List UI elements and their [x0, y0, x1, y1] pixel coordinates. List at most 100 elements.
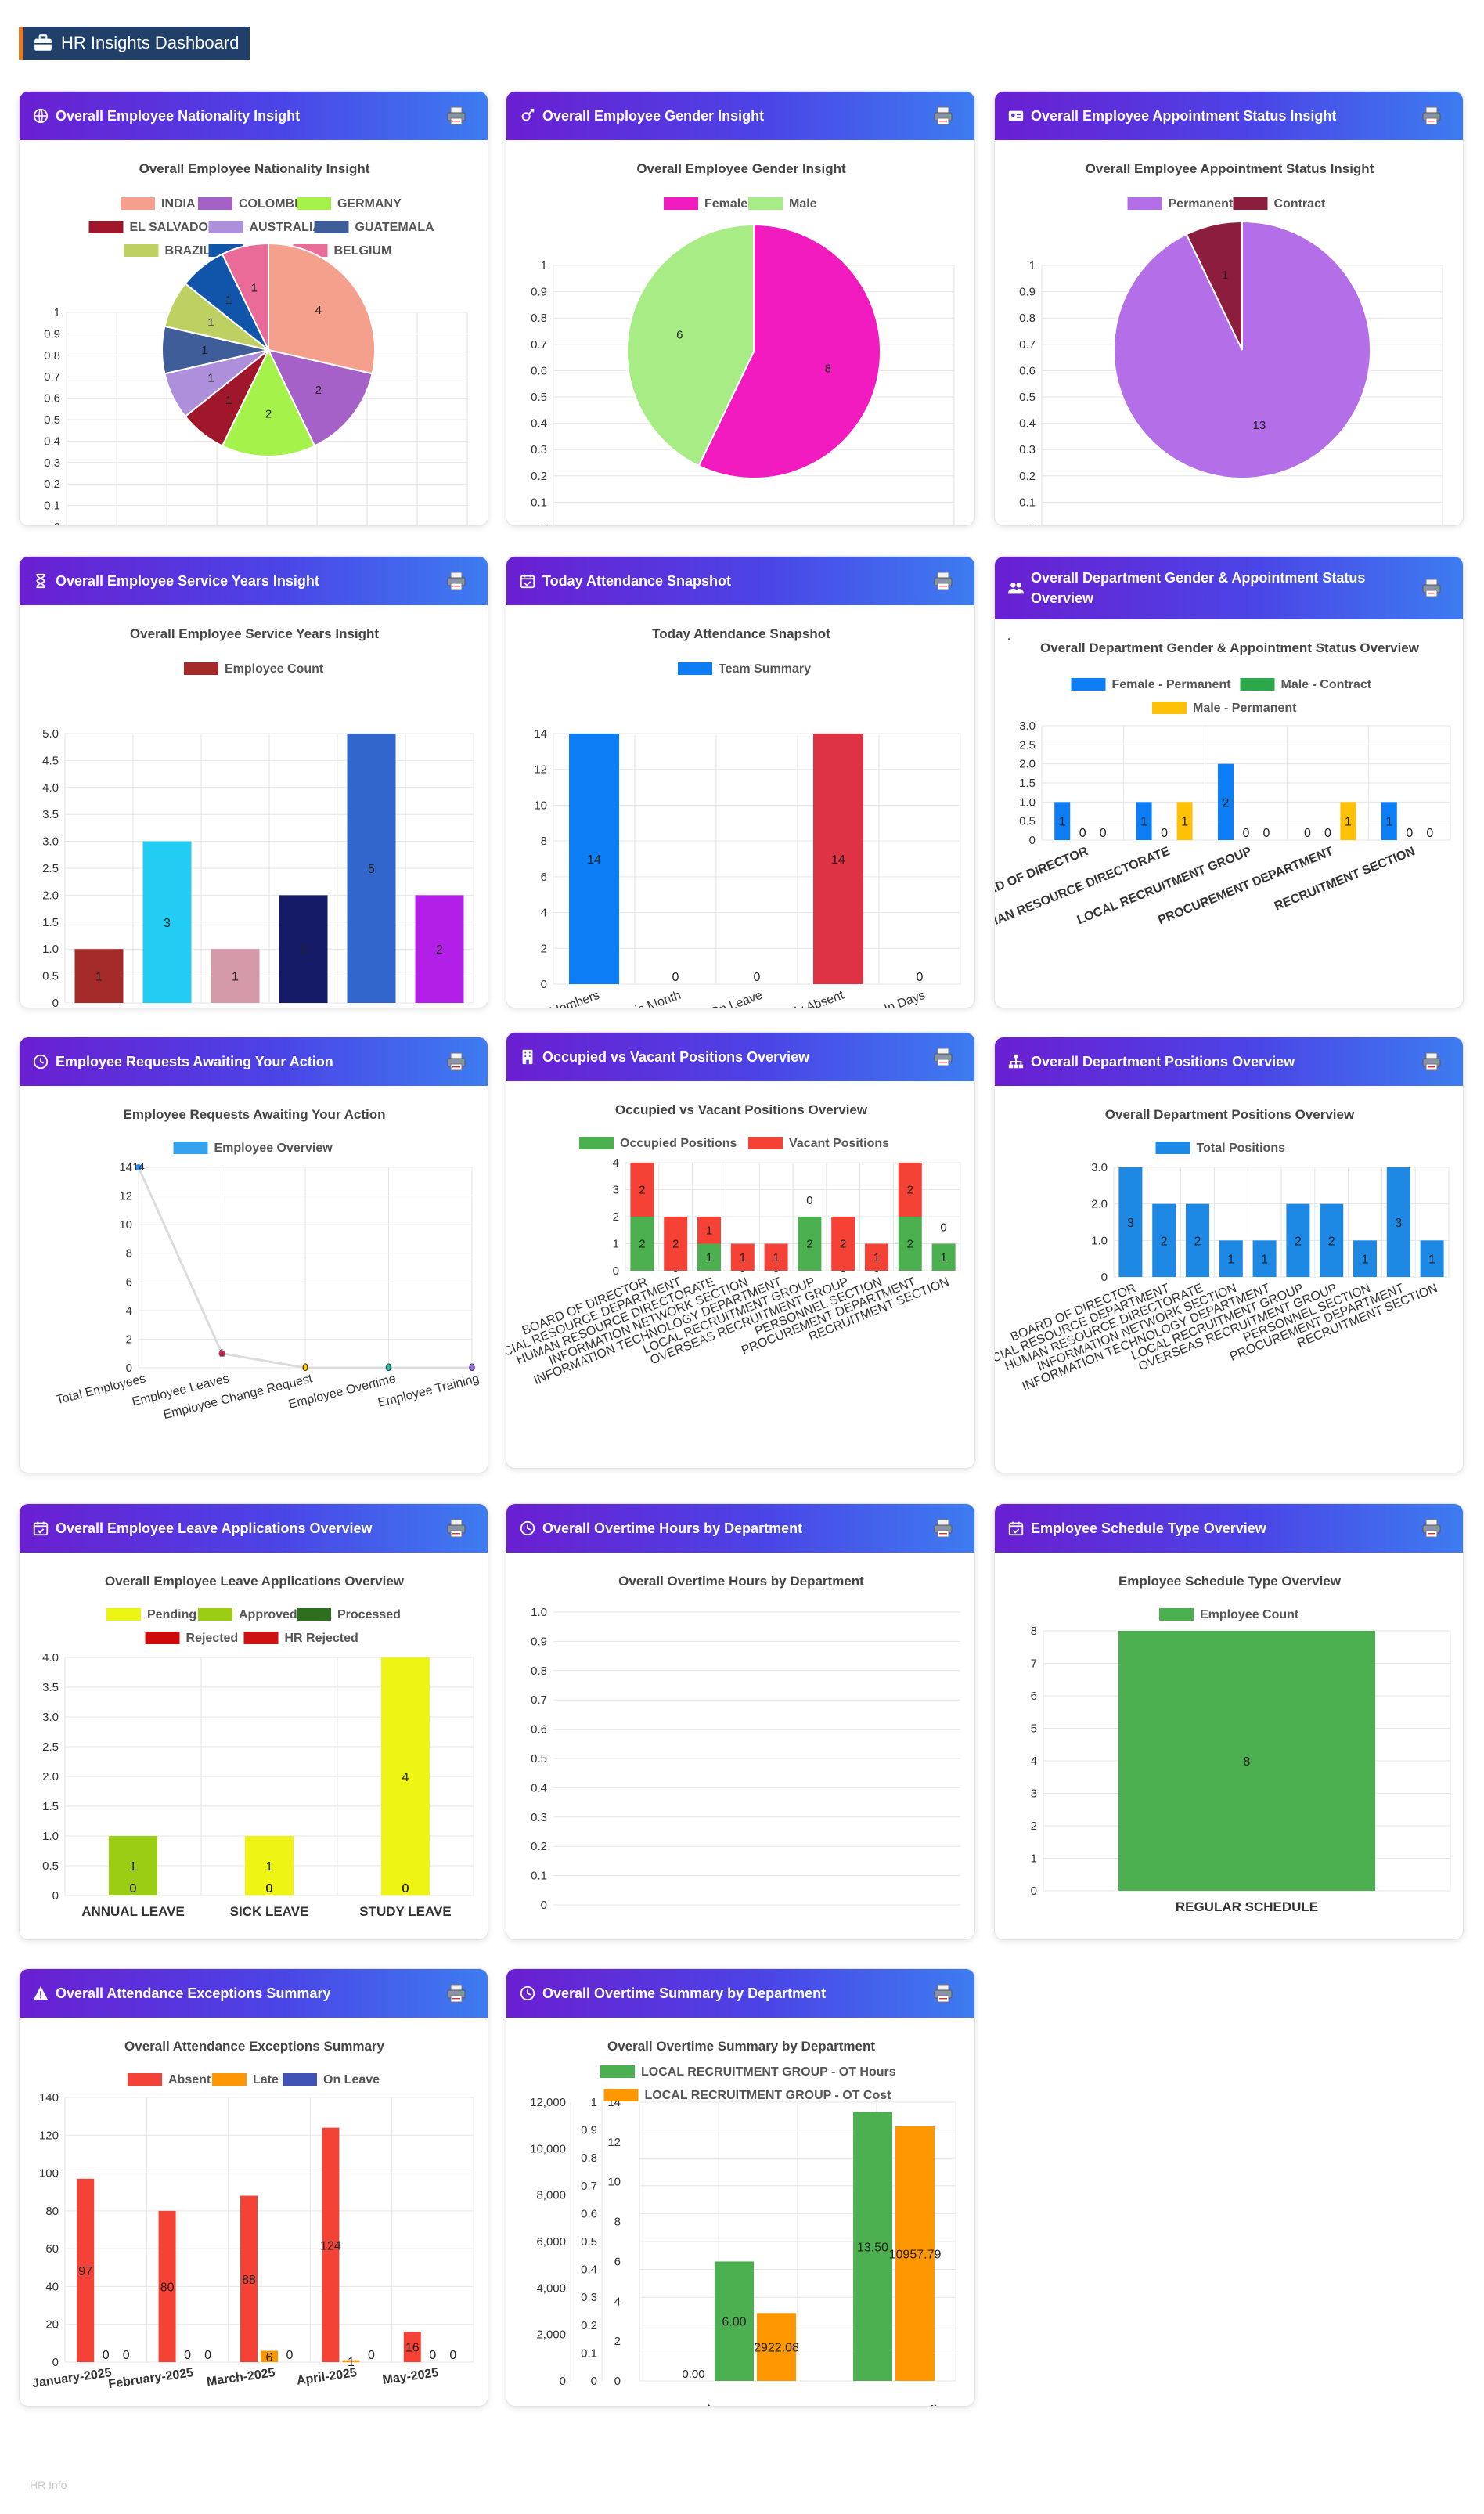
bar[interactable]: [1218, 763, 1234, 840]
bar[interactable]: [865, 1243, 888, 1271]
chart-title: Overall Overtime Summary by Department: [607, 2039, 875, 2054]
bar[interactable]: [245, 1836, 294, 1895]
print-icon-glyph: [934, 1984, 953, 2003]
bar[interactable]: [1118, 1167, 1143, 1277]
pie-slice-india[interactable]: [268, 242, 376, 375]
legend-label: INDIA: [161, 197, 196, 211]
data-label: 2922.08: [754, 2342, 799, 2355]
data-point[interactable]: [469, 1365, 475, 1371]
y-tick-label: 0: [126, 1362, 132, 1375]
legend-label: GERMANY: [337, 197, 402, 211]
data-point[interactable]: [302, 1365, 308, 1371]
bar[interactable]: [898, 1217, 922, 1271]
print-icon[interactable]: [1421, 105, 1443, 127]
bar[interactable]: [1176, 802, 1193, 840]
x-tick-label: RECRUITMENT SECTION: [1273, 845, 1417, 914]
bar[interactable]: [1320, 1203, 1344, 1277]
bar[interactable]: [569, 734, 619, 984]
bar[interactable]: [1286, 1203, 1310, 1277]
pie-slice-female[interactable]: [697, 223, 881, 479]
bar[interactable]: [1386, 1167, 1410, 1277]
bar[interactable]: [211, 949, 260, 1003]
y-tick-label: 14: [119, 1161, 132, 1174]
chart-appointment: Overall Employee Appointment Status Insi…: [1019, 161, 1443, 525]
bar[interactable]: [109, 1836, 157, 1895]
bar[interactable]: [1054, 802, 1071, 840]
print-icon[interactable]: [932, 1982, 954, 2004]
bar[interactable]: [1340, 802, 1356, 840]
print-icon[interactable]: [932, 1046, 954, 1068]
pie-slice-colombia[interactable]: [267, 348, 373, 447]
bar[interactable]: [77, 2178, 95, 2362]
bar[interactable]: [279, 895, 328, 1003]
bar[interactable]: [931, 1243, 956, 1271]
pie-slice-contract[interactable]: [1185, 220, 1243, 351]
y-tick-label: 0.4: [531, 417, 547, 431]
bar[interactable]: [74, 949, 124, 1003]
bar[interactable]: [403, 2332, 421, 2362]
bar[interactable]: [715, 2261, 754, 2381]
print-icon-glyph: [1422, 1519, 1441, 1538]
data-label: 14: [132, 1160, 145, 1173]
bar[interactable]: [697, 1243, 721, 1271]
bar[interactable]: [158, 2210, 176, 2362]
bar[interactable]: [853, 2112, 892, 2381]
bar[interactable]: [261, 2350, 278, 2362]
bar[interactable]: [895, 2126, 935, 2381]
pie-slice-male[interactable]: [626, 223, 755, 467]
bar[interactable]: [322, 2127, 340, 2362]
bar[interactable]: [813, 734, 863, 984]
bar[interactable]: [730, 1243, 755, 1271]
print-icon[interactable]: [445, 1517, 467, 1539]
print-icon[interactable]: [1421, 1517, 1443, 1539]
bar[interactable]: [664, 1217, 688, 1271]
bar[interactable]: [898, 1163, 922, 1217]
bar[interactable]: [1420, 1240, 1444, 1277]
bar[interactable]: [381, 1657, 430, 1895]
data-point[interactable]: [218, 1350, 225, 1357]
legend-label: Employee Count: [225, 662, 324, 676]
bar[interactable]: [757, 2313, 796, 2381]
bar[interactable]: [630, 1217, 654, 1271]
print-icon[interactable]: [932, 105, 954, 127]
data-label: 0: [266, 1882, 273, 1895]
y-tick-label: 120: [39, 2129, 59, 2142]
bar[interactable]: [1186, 1203, 1209, 1277]
print-icon[interactable]: [1421, 1051, 1443, 1073]
pie-slice-germany[interactable]: [221, 348, 316, 457]
print-icon[interactable]: [445, 1982, 467, 2004]
bar[interactable]: [347, 734, 396, 1003]
data-point[interactable]: [135, 1164, 142, 1170]
bar[interactable]: [1152, 1203, 1176, 1277]
bar[interactable]: [240, 2195, 258, 2362]
data-label: 2: [1194, 1235, 1201, 1248]
bar[interactable]: [415, 895, 464, 1003]
legend-label: Team Summary: [719, 662, 811, 676]
bar[interactable]: [1353, 1240, 1377, 1277]
pie-slice-belgium[interactable]: [221, 242, 269, 351]
print-icon[interactable]: [445, 105, 467, 127]
bar[interactable]: [342, 2360, 360, 2362]
print-icon[interactable]: [1421, 577, 1443, 599]
print-icon[interactable]: [445, 570, 467, 592]
bar[interactable]: [1381, 802, 1397, 840]
bar[interactable]: [630, 1163, 654, 1217]
bar[interactable]: [764, 1243, 788, 1271]
y-tick-label: 0: [560, 2375, 566, 2388]
card-header: Employee Requests Awaiting Your Action: [20, 1037, 488, 1086]
bar[interactable]: [1136, 802, 1152, 840]
chart-title: Overall Employee Nationality Insight: [139, 161, 370, 176]
bar[interactable]: [142, 841, 192, 1003]
print-icon[interactable]: [445, 1051, 467, 1073]
bar[interactable]: [1219, 1240, 1243, 1277]
print-icon[interactable]: [932, 1517, 954, 1539]
print-icon[interactable]: [932, 570, 954, 592]
bar[interactable]: [1252, 1240, 1277, 1277]
bar[interactable]: [697, 1217, 721, 1244]
bar[interactable]: [831, 1217, 855, 1271]
bar[interactable]: [1118, 1631, 1375, 1891]
data-point[interactable]: [385, 1365, 392, 1371]
bar[interactable]: [798, 1217, 822, 1271]
y-tick-label: 0: [1029, 834, 1036, 847]
y-tick-label: 0.1: [581, 2346, 597, 2360]
